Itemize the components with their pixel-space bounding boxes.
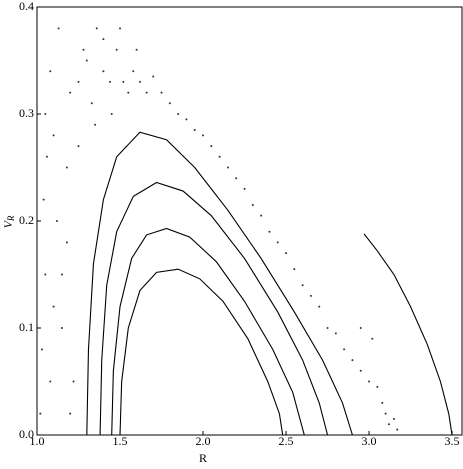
- orbit-point: [343, 348, 346, 351]
- orbit-point: [285, 252, 288, 255]
- orbit-point: [52, 134, 55, 137]
- orbit-point: [119, 27, 122, 30]
- orbit-point: [145, 91, 148, 94]
- y-tick-label: 0.4: [19, 0, 34, 13]
- orbit-point: [351, 359, 354, 362]
- orbit-curve: [363, 233, 453, 436]
- orbit-point: [193, 129, 196, 132]
- orbit-point: [301, 284, 304, 287]
- orbit-point: [45, 155, 48, 158]
- orbit-point: [218, 155, 221, 158]
- y-axis-label: VR: [1, 215, 16, 228]
- orbit-curve: [111, 227, 305, 436]
- orbit-point: [55, 220, 58, 222]
- orbit-point: [65, 166, 68, 169]
- orbit-curve: [99, 181, 329, 436]
- orbit-point: [235, 177, 238, 180]
- orbit-point: [82, 48, 85, 51]
- orbit-point: [40, 348, 43, 351]
- orbit-point: [293, 268, 296, 271]
- orbit-point: [202, 134, 205, 137]
- orbit-point: [359, 327, 362, 329]
- orbit-point: [94, 123, 97, 126]
- orbit-point: [44, 273, 47, 276]
- y-axis-label-sub: R: [6, 215, 16, 222]
- orbit-point: [138, 80, 141, 83]
- orbit-point: [309, 294, 312, 297]
- y-axis-label-main: V: [1, 219, 15, 228]
- x-tick-label: 2.5: [279, 434, 294, 448]
- orbit-point: [135, 48, 138, 51]
- orbit-point: [60, 327, 63, 329]
- orbit-point: [260, 214, 263, 217]
- orbit-point: [371, 337, 374, 340]
- orbit-point: [77, 80, 80, 83]
- orbit-point: [60, 273, 63, 276]
- orbit-point: [49, 70, 52, 73]
- orbit-point: [77, 145, 80, 148]
- orbit-point: [52, 305, 55, 308]
- orbit-point: [95, 27, 98, 30]
- x-tick-label: 2.0: [196, 434, 211, 448]
- orbit-point: [102, 38, 105, 41]
- orbit-point: [127, 91, 130, 94]
- orbit-point: [368, 380, 371, 383]
- x-tick-label: 3.5: [445, 434, 460, 448]
- y-tick-label: 0.2: [19, 213, 34, 227]
- y-tick-label: 0.1: [19, 320, 34, 334]
- orbit-point: [152, 75, 155, 78]
- orbit-point: [251, 203, 254, 206]
- plot-frame: [36, 6, 463, 436]
- orbit-point: [384, 412, 387, 415]
- orbit-point: [387, 423, 390, 426]
- orbit-point: [49, 380, 52, 383]
- orbit-point: [226, 166, 229, 169]
- orbit-point: [122, 80, 125, 83]
- orbit-point: [318, 305, 321, 308]
- orbit-point: [109, 80, 112, 83]
- x-tick-label: 1.5: [113, 434, 128, 448]
- orbit-point: [334, 332, 337, 335]
- y-tick-label: 0.0: [19, 427, 34, 441]
- x-tick-label: 3.0: [362, 434, 377, 448]
- orbit-point: [85, 59, 88, 62]
- orbit-point: [326, 327, 329, 329]
- orbit-point: [359, 369, 362, 372]
- orbit-point: [243, 187, 246, 190]
- orbit-point: [132, 70, 135, 73]
- orbit-point: [396, 428, 399, 431]
- orbit-point: [69, 91, 72, 94]
- orbit-point: [185, 118, 188, 121]
- orbit-point: [210, 145, 213, 148]
- orbit-point: [42, 198, 45, 201]
- orbit-point: [57, 27, 60, 30]
- orbit-point: [102, 70, 105, 73]
- x-tick-label: 1.0: [30, 434, 45, 448]
- orbit-point: [39, 412, 42, 415]
- orbit-curve: [86, 131, 353, 436]
- orbit-point: [376, 385, 379, 388]
- orbit-point: [177, 113, 180, 115]
- orbit-point: [69, 412, 72, 415]
- orbit-point: [110, 113, 113, 115]
- orbit-point: [168, 102, 171, 105]
- orbit-point: [160, 91, 163, 94]
- orbit-point: [115, 48, 118, 51]
- orbit-point: [65, 241, 68, 244]
- orbit-curve: [119, 268, 284, 436]
- orbit-point: [268, 230, 271, 233]
- orbit-point: [381, 401, 384, 404]
- orbit-point: [72, 380, 75, 383]
- orbit-point: [276, 241, 279, 244]
- orbit-point: [392, 417, 395, 420]
- orbit-point: [90, 102, 93, 105]
- x-axis-label: R: [199, 451, 207, 465]
- orbit-point: [44, 113, 47, 115]
- y-tick-label: 0.3: [19, 106, 34, 120]
